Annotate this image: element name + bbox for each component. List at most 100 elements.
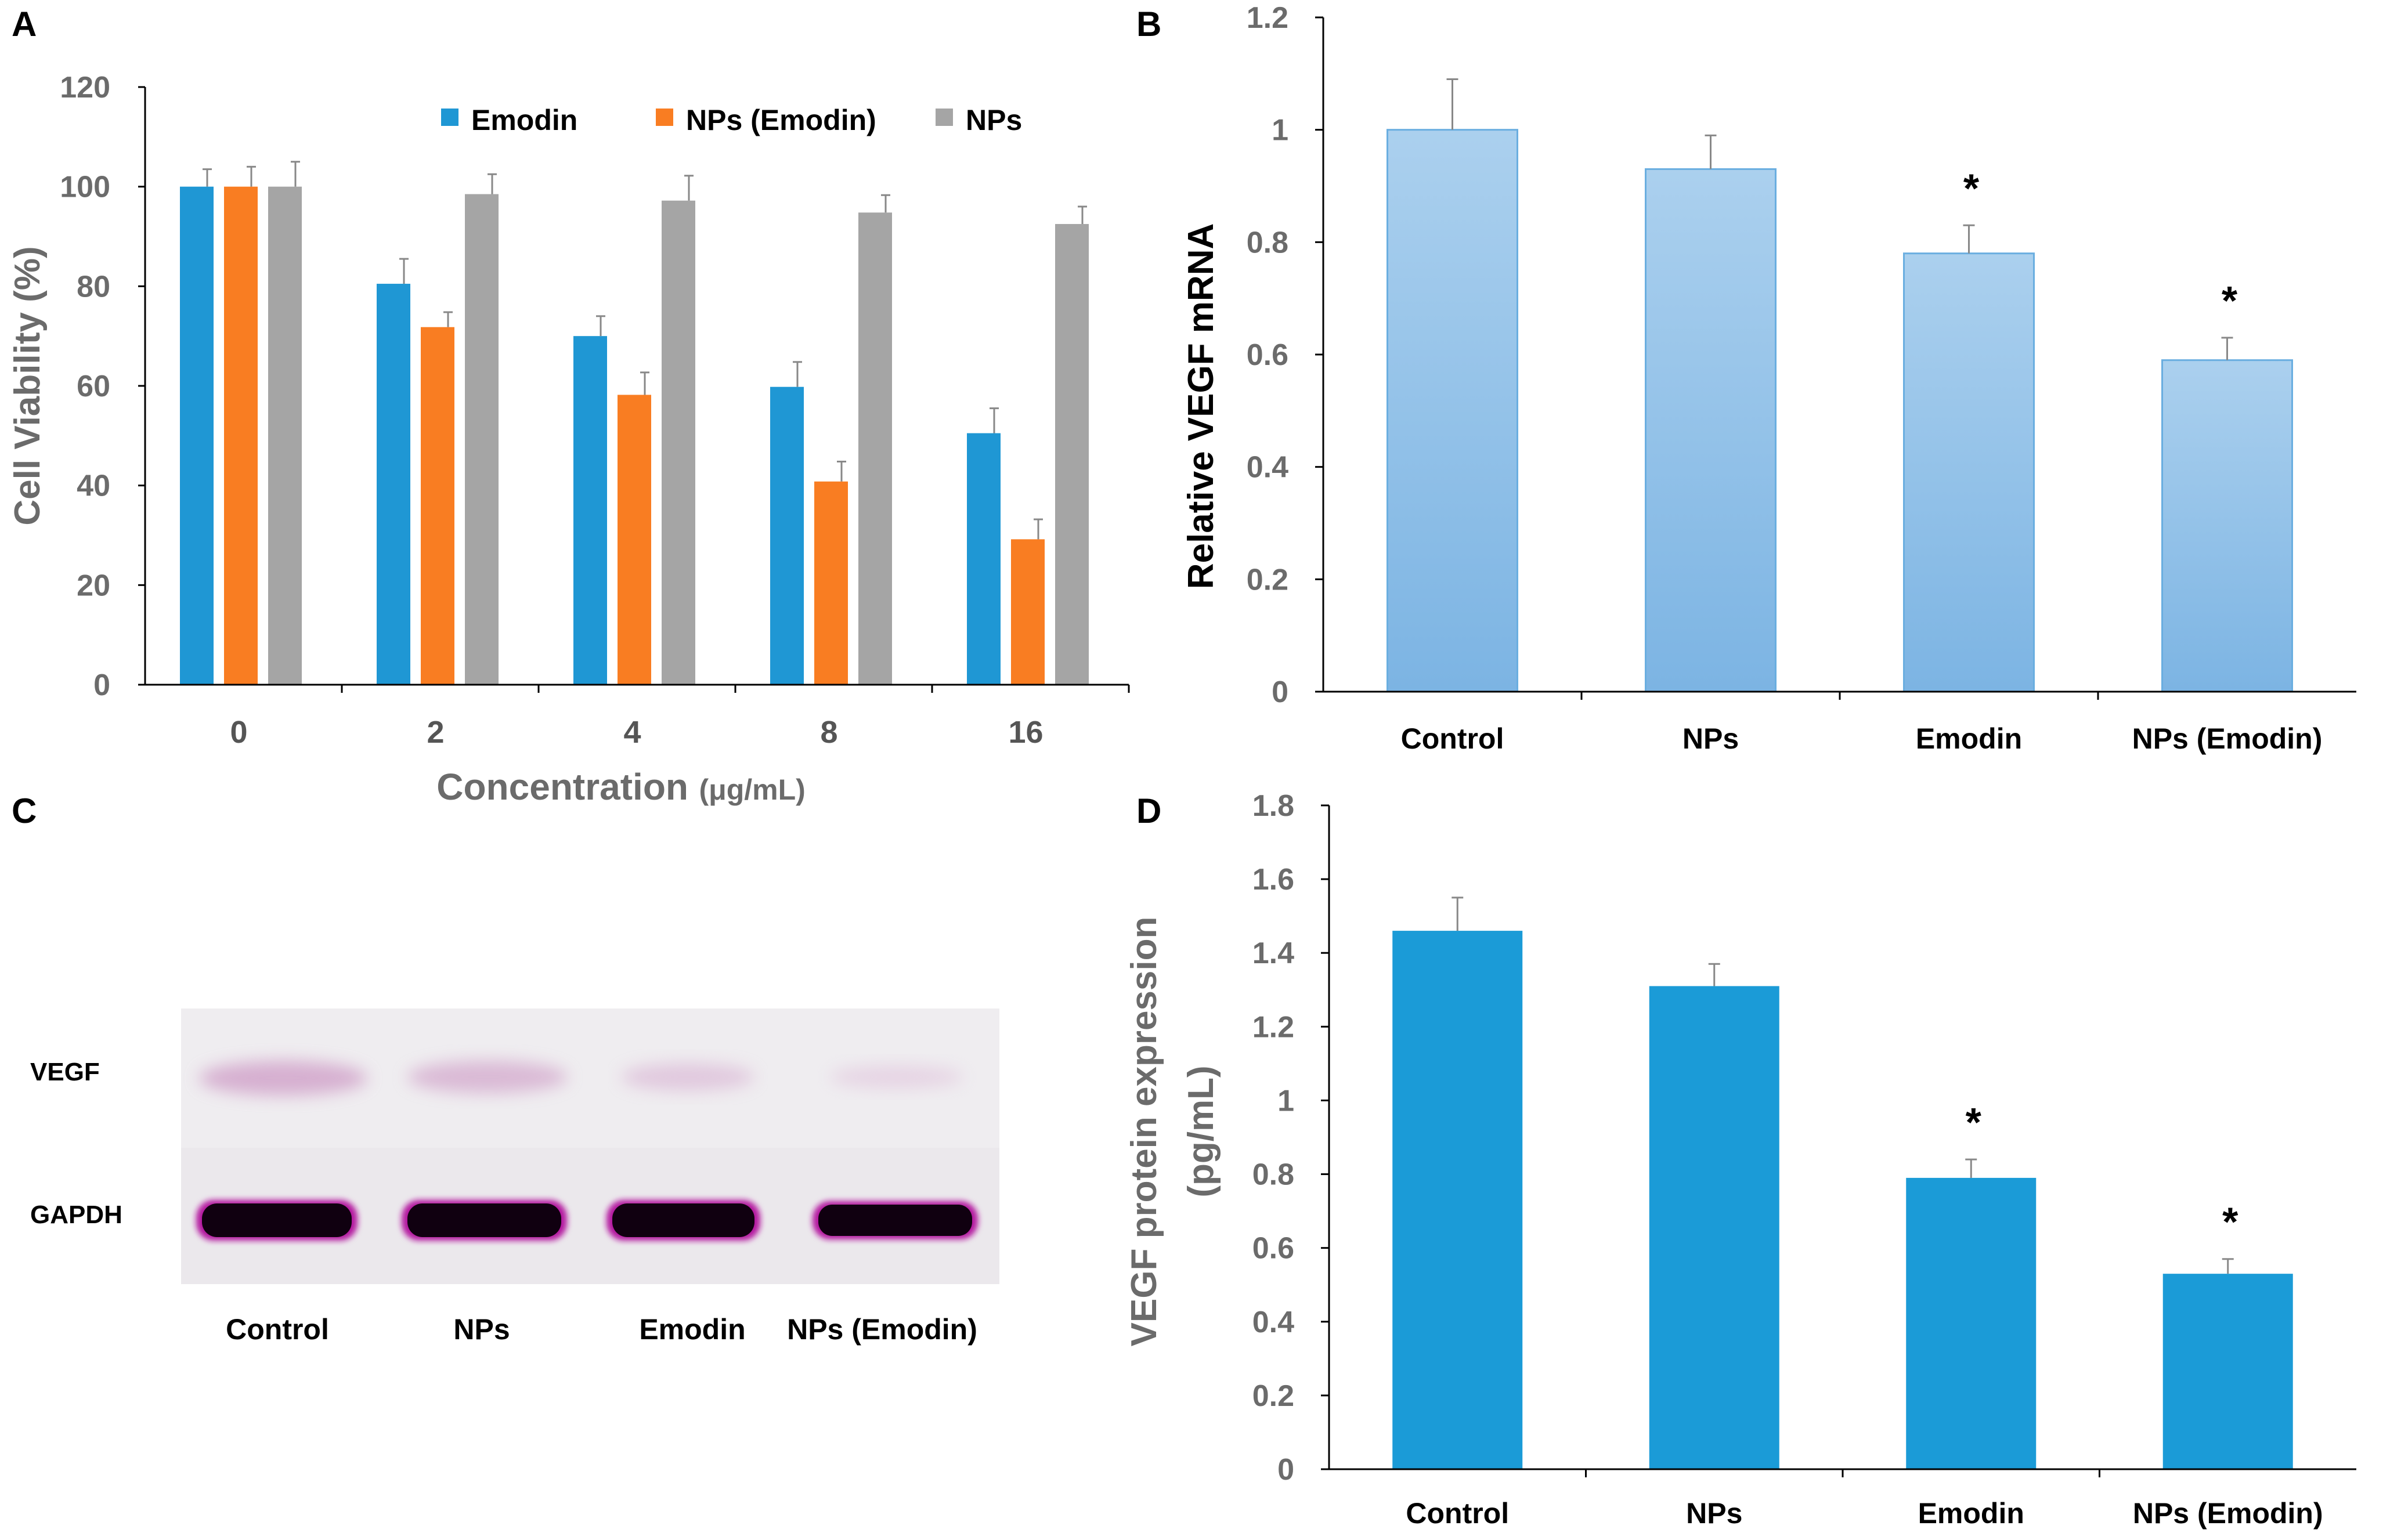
chart-a-y-tick-label: 80	[77, 270, 110, 303]
blot-lane-nps-emodin: NPs (Emodin)	[787, 1313, 977, 1346]
chart-a-bar-nps-0	[268, 186, 302, 685]
chart-a-x-tick-label: 8	[820, 715, 837, 750]
chart-b-bar-control	[1387, 129, 1518, 693]
chart-a-bar-nps-emodin-4	[618, 395, 651, 685]
chart-a-x-tick-label: 4	[623, 715, 641, 750]
chart-b-y-tick-label: 0.4	[1247, 451, 1288, 485]
chart-b: ** 00.20.40.60.811.2 Control NPs Emodin NPs…	[1181, 1, 2356, 755]
chart-a-bar-emodin-2	[377, 284, 410, 685]
chart-a-x-tick-label: 2	[427, 715, 444, 750]
chart-d-y-tick-label: 0.6	[1252, 1232, 1294, 1266]
chart-a-y-tick-label: 40	[77, 469, 110, 503]
blot-lane-nps: NPs	[453, 1313, 510, 1346]
chart-b-bars	[1387, 129, 2293, 693]
chart-a-y-tick-label: 120	[60, 71, 110, 104]
chart-b-significance: **	[1963, 165, 2238, 323]
vegf-band-emodin	[621, 1063, 754, 1091]
chart-d-bar-emodin	[1906, 1177, 2037, 1469]
chart-a-bar-nps-16	[1055, 224, 1089, 685]
chart-b-x-tick-label: Emodin	[1916, 722, 2022, 755]
gapdh-band-emodin	[612, 1203, 754, 1237]
chart-a-bar-emodin-8	[770, 386, 804, 685]
chart-d: ** 00.20.40.60.811.21.41.61.8 Control NPs…	[1124, 789, 2356, 1530]
chart-b-x-ticks: Control NPs Emodin NPs (Emodin)	[1401, 692, 2323, 755]
chart-d-error-bars	[1452, 896, 2234, 1274]
chart-a-bar-nps-8	[858, 212, 892, 685]
chart-d-y-ticks: 0 0.2 0.4 0.6 0.8 1 1.2 1.4 1.6 1.8	[1252, 789, 1329, 1487]
chart-a-y-ticks: 0 20 40 60 80 100 120	[60, 71, 145, 702]
chart-d-bars	[1392, 931, 2293, 1469]
blot-band-label-vegf: VEGF	[30, 1058, 100, 1086]
chart-d-y-unit: (pg/mL)	[1181, 1065, 1221, 1197]
chart-b-significance-star: *	[2222, 278, 2238, 323]
chart-b-bar-nps	[1645, 168, 1777, 693]
chart-a-bar-nps-emodin-16	[1011, 539, 1045, 685]
chart-b-y-tick-label: 0.6	[1247, 338, 1288, 372]
chart-d-y-tick-label: 1.8	[1252, 789, 1294, 823]
chart-d-x-tick-label: Control	[1406, 1497, 1509, 1530]
chart-a: 0 20 40 60 80 100 120 0 2 4 8 16 Cell Viability (%…	[8, 71, 1130, 808]
legend-label-nps: NPs	[966, 104, 1022, 136]
chart-a-bar-nps-4	[662, 200, 695, 685]
chart-b-x-tick-label: NPs (Emodin)	[2132, 722, 2323, 755]
vegf-band-nps	[407, 1061, 568, 1093]
chart-b-y-tick-label: 1.2	[1247, 1, 1288, 35]
chart-a-y-tick-label: 20	[77, 569, 110, 602]
legend-swatch-nps	[936, 109, 953, 126]
chart-a-x-ticks: 0 2 4 8 16	[230, 685, 1130, 750]
chart-d-x-tick-label: Emodin	[1918, 1497, 2024, 1530]
chart-d-y-tick-label: 0.4	[1252, 1306, 1294, 1339]
chart-b-y-label: Relative VEGF mRNA	[1181, 223, 1221, 590]
gapdh-band-nps-emodin	[818, 1205, 972, 1236]
chart-b-y-tick-label: 0	[1272, 675, 1288, 709]
chart-d-bar-control	[1392, 931, 1523, 1469]
chart-d-y-tick-label: 0.8	[1252, 1158, 1294, 1192]
chart-d-y-tick-label: 1.2	[1252, 1010, 1294, 1044]
panel-letter-a: A	[12, 5, 37, 44]
chart-a-bar-emodin-0	[180, 186, 214, 685]
legend-swatch-nps-emodin	[656, 109, 673, 126]
chart-d-y-tick-label: 0	[1277, 1453, 1294, 1487]
chart-b-bar-nps-emodin	[2161, 359, 2293, 693]
chart-a-legend: Emodin NPs (Emodin) NPs	[441, 104, 1022, 136]
western-blot: VEGF GAPDH Control NPs Emodin NPs (Emodi…	[30, 1008, 999, 1346]
chart-a-bar-nps-emodin-0	[224, 186, 258, 685]
panel-letter-d: D	[1136, 791, 1161, 830]
panel-letter-b: B	[1136, 5, 1161, 44]
chart-d-significance-star: *	[1966, 1100, 1982, 1145]
chart-b-y-tick-label: 0.8	[1247, 226, 1288, 259]
vegf-band-control	[199, 1061, 367, 1096]
chart-d-y-tick-label: 1.6	[1252, 863, 1294, 896]
chart-a-bar-emodin-4	[573, 336, 607, 685]
gapdh-band-control	[202, 1203, 352, 1237]
chart-a-bar-nps-2	[465, 194, 499, 685]
chart-d-y-tick-label: 1	[1277, 1084, 1294, 1118]
chart-d-significance-star: *	[2222, 1199, 2238, 1245]
chart-d-x-tick-label: NPs	[1686, 1497, 1742, 1530]
legend-label-nps-emodin: NPs (Emodin)	[686, 104, 876, 136]
chart-b-significance-star: *	[1963, 165, 1980, 211]
chart-a-y-tick-label: 0	[93, 668, 110, 702]
chart-b-x-tick-label: Control	[1401, 722, 1504, 755]
chart-a-x-tick-label: 0	[230, 715, 247, 750]
vegf-band-nps-emodin	[830, 1065, 963, 1089]
blot-band-label-gapdh: GAPDH	[30, 1201, 122, 1229]
chart-b-bar-emodin	[1903, 252, 2035, 693]
chart-d-x-ticks: Control NPs Emodin NPs (Emodin)	[1406, 1469, 2323, 1530]
chart-d-bar-nps-emodin	[2162, 1274, 2293, 1469]
chart-b-error-bars	[1446, 78, 2233, 360]
chart-d-x-tick-label: NPs (Emodin)	[2133, 1497, 2323, 1530]
blot-lane-control: Control	[226, 1313, 329, 1346]
chart-a-bar-nps-emodin-2	[421, 327, 454, 685]
chart-b-y-tick-label: 1	[1272, 114, 1288, 147]
chart-a-x-label: Concentration	[436, 766, 688, 808]
chart-a-y-tick-label: 100	[60, 171, 110, 204]
blot-lane-emodin: Emodin	[639, 1313, 745, 1346]
legend-label-emodin: Emodin	[471, 104, 577, 136]
chart-b-x-tick-label: NPs	[1682, 722, 1739, 755]
chart-a-bar-emodin-16	[967, 433, 1001, 685]
legend-swatch-emodin	[441, 109, 458, 126]
gapdh-band-nps	[407, 1203, 561, 1237]
chart-b-y-ticks: 0 0.2 0.4 0.6 0.8 1 1.2	[1247, 1, 1323, 709]
